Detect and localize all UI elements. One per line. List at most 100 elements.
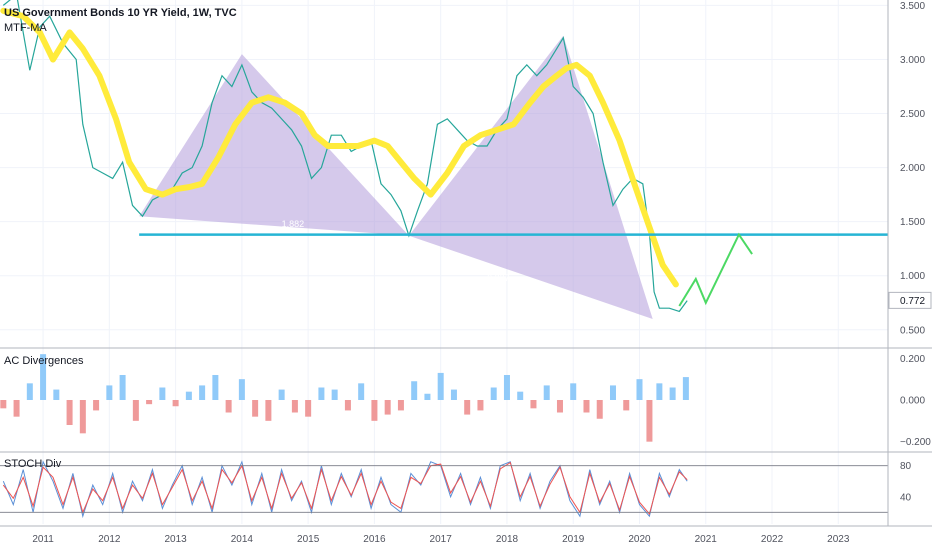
ac-bar [344, 400, 351, 411]
ac-bar [278, 389, 285, 400]
ac-bar [646, 400, 653, 442]
x-tick-label: 2011 [32, 534, 54, 545]
ac-bar [79, 400, 86, 434]
ac-bar [490, 387, 497, 400]
ac-bar [305, 400, 312, 417]
y-tick-label: 2.500 [900, 109, 925, 120]
ac-bar [596, 400, 603, 419]
y-tick-label: 2.000 [900, 163, 925, 174]
chart-title: US Government Bonds 10 YR Yield, 1W, TVC [4, 7, 237, 19]
ac-bar [53, 389, 60, 400]
indicator-label[interactable]: MTF-MA [4, 22, 47, 34]
y-tick-label: 80 [900, 461, 912, 472]
ac-bar [93, 400, 100, 411]
ac-y-axis[interactable]: 0.200 0.000 −0.200 [900, 354, 931, 448]
stoch-y-axis[interactable]: 80 40 [900, 461, 912, 503]
x-tick-label: 2022 [761, 534, 784, 545]
ac-bar [358, 383, 365, 400]
ac-bar [636, 379, 643, 400]
ac-bar [0, 400, 7, 409]
ac-bar [13, 400, 20, 417]
y-tick-label: 3.500 [900, 1, 925, 12]
ac-bar [384, 400, 391, 415]
y-tick-label: 0.000 [900, 396, 925, 407]
price-y-axis[interactable]: 0.500 1.000 1.500 2.000 2.500 3.000 3.500 [900, 1, 925, 336]
pattern-labels: 1.882 0.327 [282, 219, 510, 283]
ac-bar [225, 400, 232, 413]
ac-bar [66, 400, 73, 425]
price-pane[interactable]: 1.882 0.327 [0, 0, 888, 319]
x-tick-label: 2013 [164, 534, 187, 545]
y-tick-label: −0.200 [900, 437, 931, 448]
ac-bar [543, 385, 550, 400]
ac-bar [26, 383, 33, 400]
mtf-ma-line [0, 7, 679, 288]
stoch-pane-label[interactable]: STOCH Div [4, 458, 62, 470]
y-tick-label: 0.500 [900, 325, 925, 336]
ac-bar [252, 400, 259, 417]
ac-bar [265, 400, 272, 421]
ac-bar [424, 393, 431, 400]
ac-bar [556, 400, 563, 413]
ac-bar [411, 381, 418, 400]
ac-bar [132, 400, 139, 421]
stoch-d-line [2, 461, 688, 515]
y-tick-label: 40 [900, 492, 912, 503]
ac-bar [437, 372, 444, 400]
ac-bar [397, 400, 404, 411]
ac-bar [669, 387, 676, 400]
ac-bar [238, 379, 245, 400]
projection-path[interactable] [678, 232, 753, 307]
stoch-div-pane[interactable] [0, 460, 888, 519]
x-tick-label: 2019 [562, 534, 585, 545]
ac-bar [530, 400, 537, 409]
ac-bar [172, 400, 179, 407]
ac-bar [517, 391, 524, 400]
x-tick-label: 2021 [695, 534, 718, 545]
x-tick-label: 2020 [628, 534, 651, 545]
ac-pane-label[interactable]: AC Divergences [4, 355, 84, 367]
pattern-ratio-label: 0.327 [487, 273, 510, 283]
y-tick-label: 0.200 [900, 354, 925, 365]
grid [0, 0, 888, 524]
x-tick-label: 2018 [496, 534, 519, 545]
ac-bar [656, 383, 663, 400]
ac-divergences-pane[interactable] [0, 354, 689, 442]
last-price-tag: 0.772 [888, 291, 932, 309]
y-tick-label: 1.000 [900, 271, 925, 282]
ac-bar [450, 389, 457, 400]
ac-bar [199, 385, 206, 400]
ac-bar [291, 400, 298, 413]
ac-bar [119, 375, 126, 400]
x-tick-label: 2014 [231, 534, 254, 545]
ac-bar [146, 400, 153, 405]
y-tick-label: 3.000 [900, 55, 925, 66]
ac-bar [212, 375, 219, 400]
ac-bar [159, 387, 166, 400]
ac-bar [106, 385, 113, 400]
ac-bar [623, 400, 630, 411]
ac-bar [477, 400, 484, 411]
ac-bar [503, 375, 510, 400]
pattern-ratio-label: 1.882 [282, 219, 305, 229]
ac-bar [583, 400, 590, 413]
ac-bar [318, 387, 325, 400]
x-tick-label: 2016 [363, 534, 386, 545]
x-tick-label: 2023 [827, 534, 850, 545]
ac-bar [570, 383, 577, 400]
ac-bar [464, 400, 471, 415]
ac-bar [371, 400, 378, 421]
ac-bar [682, 377, 689, 400]
x-tick-label: 2015 [297, 534, 320, 545]
x-tick-label: 2017 [430, 534, 453, 545]
time-x-axis[interactable]: 2011 2012 2013 2014 2015 2016 2017 2018 2019 2020… [32, 534, 850, 545]
ac-bar [609, 385, 616, 400]
pane-frame [0, 0, 932, 527]
x-tick-label: 2012 [98, 534, 121, 545]
ac-bar [40, 354, 47, 400]
last-price-label: 0.772 [900, 296, 925, 307]
y-tick-label: 1.500 [900, 217, 925, 228]
ac-bar [331, 389, 338, 400]
